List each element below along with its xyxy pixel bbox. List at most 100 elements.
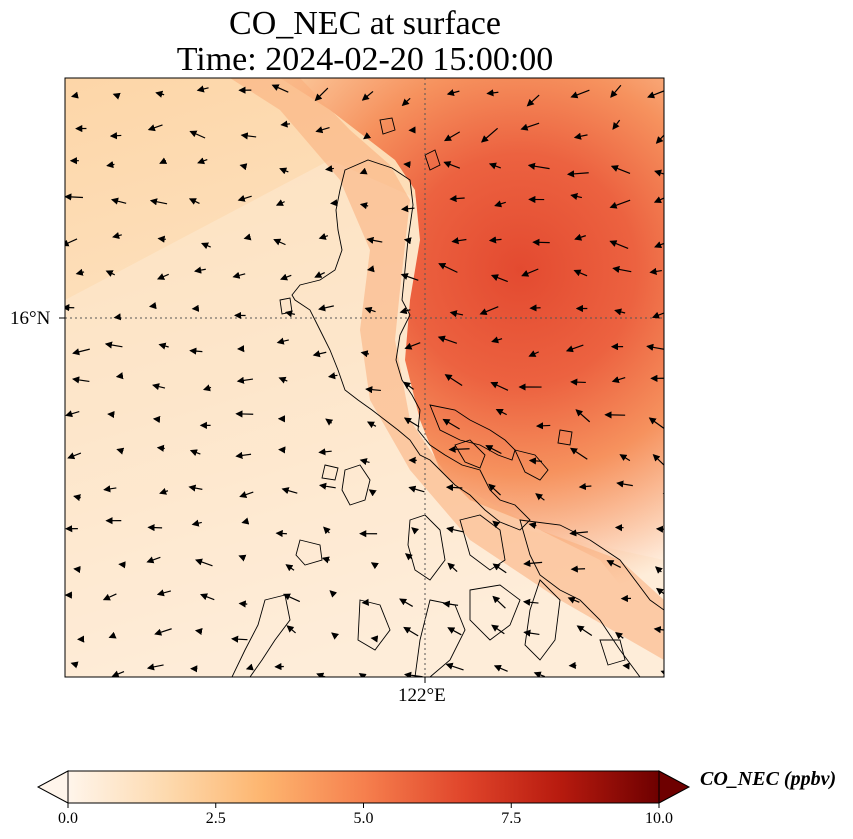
wind-arrow xyxy=(359,458,370,466)
wind-arrow xyxy=(273,238,286,246)
title-line-1: CO_NEC at surface xyxy=(229,5,501,42)
wind-arrow xyxy=(112,232,122,240)
wind-arrow xyxy=(492,520,501,528)
wind-arrow xyxy=(275,199,285,206)
field-high-region xyxy=(280,78,664,640)
wind-arrow xyxy=(655,587,664,596)
wind-arrow xyxy=(193,266,206,274)
wind-arrow xyxy=(404,553,413,561)
wind-arrow xyxy=(442,418,460,430)
wind-arrow xyxy=(232,271,246,279)
wind-arrow xyxy=(314,271,325,278)
wind-arrow xyxy=(271,84,289,93)
wind-arrow xyxy=(480,127,498,143)
wind-arrow xyxy=(159,487,169,495)
wind-arrow xyxy=(194,627,203,636)
wind-arrow xyxy=(609,199,631,209)
wind-arrow xyxy=(366,236,383,244)
wind-arrow xyxy=(443,131,461,142)
wind-arrow xyxy=(535,422,551,430)
wind-arrow xyxy=(281,487,298,495)
wind-arrow xyxy=(449,310,464,318)
wind-arrow xyxy=(155,90,165,98)
wind-arrow xyxy=(575,409,591,423)
wind-arrow xyxy=(312,350,327,358)
wind-arrow xyxy=(284,310,295,318)
wind-arrow xyxy=(437,335,458,344)
wind-arrow xyxy=(157,235,166,243)
wind-vectors xyxy=(65,84,664,677)
wind-arrow xyxy=(197,157,208,165)
wind-arrow xyxy=(237,194,252,202)
wind-arrow xyxy=(321,556,331,564)
wind-arrow xyxy=(318,448,332,456)
wind-arrow xyxy=(573,269,588,277)
wind-arrow xyxy=(368,489,377,497)
wind-arrow xyxy=(609,240,629,250)
wind-arrow xyxy=(490,274,508,283)
wind-arrow xyxy=(528,521,537,529)
wind-arrow xyxy=(370,562,379,570)
wind-arrow xyxy=(73,494,81,502)
colorbar-tick-label: 10.0 xyxy=(645,810,673,827)
wind-arrow xyxy=(492,563,507,574)
wind-arrow xyxy=(201,242,211,250)
wind-arrow xyxy=(400,205,415,213)
wind-arrow xyxy=(491,336,503,344)
wind-arrow xyxy=(615,632,624,640)
wind-arrow xyxy=(366,265,375,273)
wind-arrow xyxy=(403,417,420,428)
wind-arrow xyxy=(65,410,80,418)
wind-arrow xyxy=(75,268,85,276)
wind-arrow xyxy=(282,593,301,603)
wind-arrow xyxy=(364,306,376,314)
wind-arrow xyxy=(526,94,540,107)
wind-arrow xyxy=(495,408,507,416)
wind-arrow xyxy=(490,381,509,391)
wind-arrow xyxy=(493,664,508,672)
wind-arrow xyxy=(647,90,664,99)
wind-arrow xyxy=(491,624,505,635)
wind-arrow xyxy=(359,202,369,210)
wind-arrow xyxy=(318,482,336,490)
wind-arrow xyxy=(202,384,212,392)
colorbar-tick-label: 2.5 xyxy=(205,810,226,827)
wind-arrow xyxy=(279,167,289,175)
wind-arrow xyxy=(112,92,121,100)
colorbar-tick-label: 0.0 xyxy=(58,810,78,827)
wind-arrow xyxy=(156,273,169,280)
wind-arrow xyxy=(485,445,502,455)
wind-arrow xyxy=(366,421,377,429)
wind-arrow xyxy=(370,635,379,643)
wind-arrow xyxy=(488,236,502,244)
wind-arrow xyxy=(522,598,539,606)
wind-arrow xyxy=(115,372,124,380)
wind-arrow xyxy=(660,670,664,677)
wind-arrow xyxy=(610,84,622,98)
wind-arrow xyxy=(65,193,83,201)
wind-arrow xyxy=(113,313,122,321)
wind-arrow xyxy=(365,386,381,394)
wind-arrow xyxy=(447,627,462,636)
wind-arrow xyxy=(106,161,115,169)
wind-arrow xyxy=(238,600,248,608)
wind-arrow xyxy=(148,302,157,310)
title-line-2: Time: 2024-02-20 15:00:00 xyxy=(176,41,554,78)
wind-arrow xyxy=(445,662,464,671)
wind-arrow xyxy=(147,124,163,132)
wind-arrow xyxy=(606,560,621,568)
wind-arrow xyxy=(528,457,543,465)
wind-arrow xyxy=(109,132,122,140)
wind-arrow xyxy=(236,376,254,384)
wind-arrow xyxy=(399,307,411,315)
wind-arrow xyxy=(154,628,172,636)
wind-arrow xyxy=(70,91,79,99)
wind-arrow xyxy=(649,267,662,275)
wind-arrow xyxy=(654,566,663,574)
wind-arrow xyxy=(648,417,664,430)
wind-arrow xyxy=(159,157,168,164)
wind-arrow xyxy=(569,529,588,537)
wind-arrow xyxy=(403,381,414,390)
wind-arrow xyxy=(194,558,213,567)
wind-arrow xyxy=(574,233,586,241)
